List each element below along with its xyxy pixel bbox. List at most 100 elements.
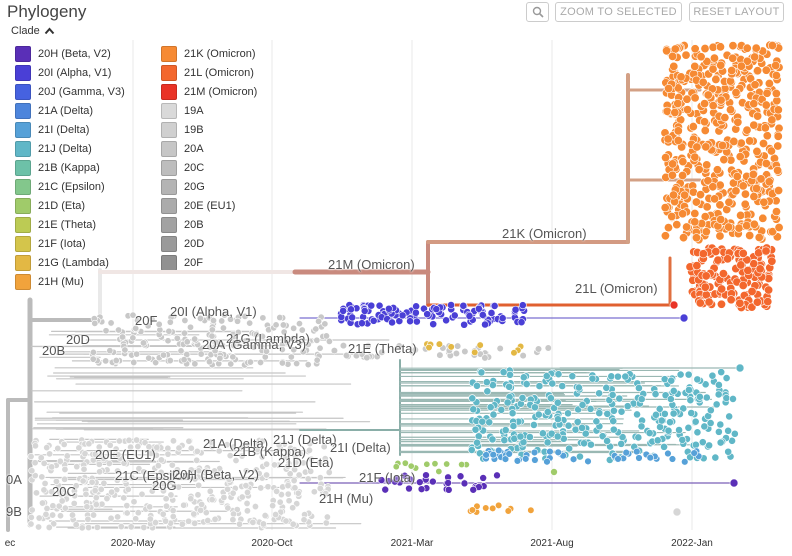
tree-tip	[133, 350, 141, 358]
legend-label: 19B	[184, 123, 204, 136]
tree-tip	[211, 515, 219, 523]
legend-swatch	[161, 83, 177, 100]
legend-item[interactable]: 20A	[161, 139, 257, 158]
tree-tip	[773, 105, 783, 115]
tree-tip	[501, 455, 510, 463]
tree-tip	[733, 117, 743, 127]
legend-item[interactable]: 20E (EU1)	[161, 196, 257, 215]
tree-tip	[673, 126, 683, 136]
tree-tip	[259, 314, 267, 322]
tree-tip	[27, 513, 35, 521]
legend-item[interactable]: 20B	[161, 215, 257, 234]
tree-tip	[752, 183, 762, 193]
tree-tip	[436, 351, 444, 359]
tree-tip	[766, 146, 776, 156]
tree-tip	[693, 428, 702, 437]
search-button[interactable]	[526, 2, 549, 22]
legend-item[interactable]: 21D (Eta)	[15, 196, 125, 215]
tree-tip	[575, 383, 583, 392]
tree-tip	[246, 319, 254, 327]
tree-tip	[716, 299, 726, 309]
zoom-to-selected-button[interactable]: ZOOM TO SELECTED	[555, 2, 682, 22]
legend-item[interactable]: 21K (Omicron)	[161, 44, 257, 63]
legend-item[interactable]: 21G (Lambda)	[15, 253, 125, 272]
legend-item[interactable]: 21J (Delta)	[15, 139, 125, 158]
tree-tip	[115, 326, 123, 334]
tree-tip	[701, 380, 710, 389]
legend-item[interactable]: 21H (Mu)	[15, 272, 125, 291]
tree-tip	[272, 321, 280, 329]
tree-tip	[554, 370, 563, 379]
legend-item[interactable]: 19A	[161, 101, 257, 120]
tree-tip	[296, 339, 304, 347]
tree-tip	[140, 523, 148, 531]
tree-tip	[238, 452, 246, 460]
tree-tip	[197, 506, 205, 514]
tree-tip	[747, 286, 757, 296]
tree-tip	[406, 475, 415, 484]
legend-item[interactable]: 21I (Delta)	[15, 120, 125, 139]
legend-toggle[interactable]: Clade	[11, 25, 55, 37]
legend-item[interactable]: 20D	[161, 234, 257, 253]
legend-item[interactable]: 21L (Omicron)	[161, 63, 257, 82]
tree-tip	[592, 417, 601, 426]
tree-tip	[666, 395, 675, 403]
tree-tip	[191, 360, 199, 368]
legend-item[interactable]: 21M (Omicron)	[161, 82, 257, 101]
legend-label: 20J (Gamma, V3)	[38, 85, 125, 98]
legend-swatch	[15, 102, 31, 119]
tree-tip	[263, 460, 271, 468]
tree-tip	[773, 165, 783, 175]
tree-tip	[702, 160, 712, 170]
legend-label: 21A (Delta)	[38, 104, 94, 117]
tree-tip	[724, 222, 734, 232]
legend-swatch	[15, 254, 31, 271]
legend-item[interactable]: 20J (Gamma, V3)	[15, 82, 125, 101]
tree-tip	[360, 307, 369, 315]
tree-tip	[709, 53, 719, 63]
legend-item[interactable]: 20F	[161, 253, 257, 272]
legend-item[interactable]: 20H (Beta, V2)	[15, 44, 125, 63]
tree-tip	[144, 322, 152, 330]
tree-tip	[299, 459, 307, 467]
legend-item[interactable]: 19B	[161, 120, 257, 139]
tree-tip	[56, 489, 64, 497]
tree-tip	[132, 324, 140, 332]
tree-tip	[177, 347, 185, 355]
legend-item[interactable]: 20I (Alpha, V1)	[15, 63, 125, 82]
tree-tip	[716, 420, 725, 429]
legend-item[interactable]: 20C	[161, 158, 257, 177]
legend-item[interactable]: 21E (Theta)	[15, 215, 125, 234]
tree-tip	[416, 478, 424, 486]
tree-tip	[676, 370, 685, 379]
tree-tip	[321, 455, 329, 463]
tree-tip	[80, 465, 88, 473]
legend-swatch	[161, 235, 177, 252]
legend-item[interactable]: 21A (Delta)	[15, 101, 125, 120]
legend-item[interactable]: 21B (Kappa)	[15, 158, 125, 177]
tree-tip	[339, 306, 348, 315]
tree-tip	[651, 390, 660, 398]
tree-tip	[716, 95, 726, 105]
tree-tip	[197, 350, 205, 358]
tree-tip	[653, 436, 662, 445]
reset-layout-button[interactable]: RESET LAYOUT	[689, 2, 784, 22]
tree-tip	[91, 319, 99, 327]
tree-tip	[153, 443, 161, 451]
tree-tip	[269, 502, 277, 510]
tree-tip	[708, 64, 718, 74]
tree-tip	[348, 313, 357, 322]
legend-item[interactable]: 21C (Epsilon)	[15, 177, 125, 196]
legend-item[interactable]: 21F (Iota)	[15, 234, 125, 253]
clade-label-21I: 21I (Delta)	[330, 440, 391, 455]
tree-tip	[187, 466, 195, 474]
tree-tip	[482, 451, 490, 459]
tree-tip	[412, 317, 421, 326]
tree-tip	[279, 321, 287, 329]
legend-item[interactable]: 20G	[161, 177, 257, 196]
tree-tip	[358, 319, 366, 328]
legend-label: 20F	[184, 256, 203, 269]
tree-tip	[734, 223, 744, 233]
tree-tip	[405, 484, 413, 493]
